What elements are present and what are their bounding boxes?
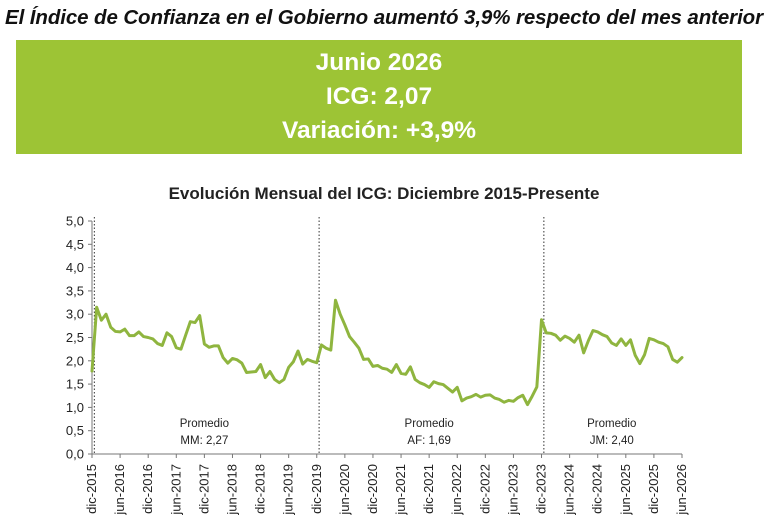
chart-title: Evolución Mensual del ICG: Diciembre 201…	[168, 184, 600, 203]
y-tick-label: 1,5	[66, 377, 84, 392]
x-tick-label: dic-2020	[365, 464, 380, 514]
banner-icg-value: ICG: 2,07	[325, 83, 433, 110]
period-average: AF: 1,69	[407, 435, 450, 447]
x-tick-label: dic-2018	[253, 464, 268, 514]
banner-period: Junio 2026	[315, 49, 443, 76]
x-tick-label: dic-2022	[477, 464, 492, 514]
x-tick-label: jun-2025	[618, 464, 633, 516]
x-tick-label: jun-2019	[281, 464, 296, 516]
x-tick-label: dic-2023	[534, 464, 549, 514]
x-tick-label: dic-2019	[309, 464, 324, 514]
x-tick-label: jun-2017	[168, 464, 183, 516]
x-tick-label: jun-2022	[449, 464, 464, 516]
x-tick-label: jun-2026	[674, 464, 689, 516]
x-tick-label: dic-2025	[646, 464, 661, 514]
y-tick-label: 4,0	[66, 260, 84, 275]
x-tick-label: dic-2021	[421, 464, 436, 514]
x-tick-label: dic-2024	[590, 464, 605, 514]
x-tick-label: dic-2015	[84, 464, 99, 514]
y-tick-label: 3,5	[66, 283, 84, 298]
x-tick-label: jun-2021	[393, 464, 408, 516]
headline: El Índice de Confianza en el Gobierno au…	[5, 6, 763, 29]
y-tick-label: 0,5	[66, 423, 84, 438]
y-tick-label: 3,0	[66, 307, 84, 322]
x-tick-label: jun-2023	[505, 464, 520, 516]
banner-variation: Variación: +3,9%	[281, 117, 477, 144]
period-label: Promedio	[180, 418, 229, 430]
y-tick-label: 5,0	[66, 214, 84, 229]
period-average: JM: 2,40	[590, 435, 634, 447]
y-tick-label: 1,0	[66, 400, 84, 415]
period-label: Promedio	[405, 418, 454, 430]
x-tick-label: dic-2017	[196, 464, 211, 514]
y-tick-label: 4,5	[66, 237, 84, 252]
x-tick-label: dic-2016	[140, 464, 155, 514]
period-average: MM: 2,27	[180, 435, 228, 447]
x-tick-label: jun-2018	[224, 464, 239, 516]
y-tick-label: 2,5	[66, 330, 84, 345]
summary-banner: Junio 2026 ICG: 2,07 Variación: +3,9%	[16, 40, 742, 154]
x-tick-label: jun-2020	[337, 464, 352, 516]
x-tick-label: jun-2024	[562, 464, 577, 516]
x-tick-label: jun-2016	[112, 464, 127, 516]
icg-series-line	[90, 298, 684, 407]
y-tick-label: 2,0	[66, 353, 84, 368]
period-label: Promedio	[587, 418, 636, 430]
y-tick-label: 0,0	[66, 447, 84, 462]
